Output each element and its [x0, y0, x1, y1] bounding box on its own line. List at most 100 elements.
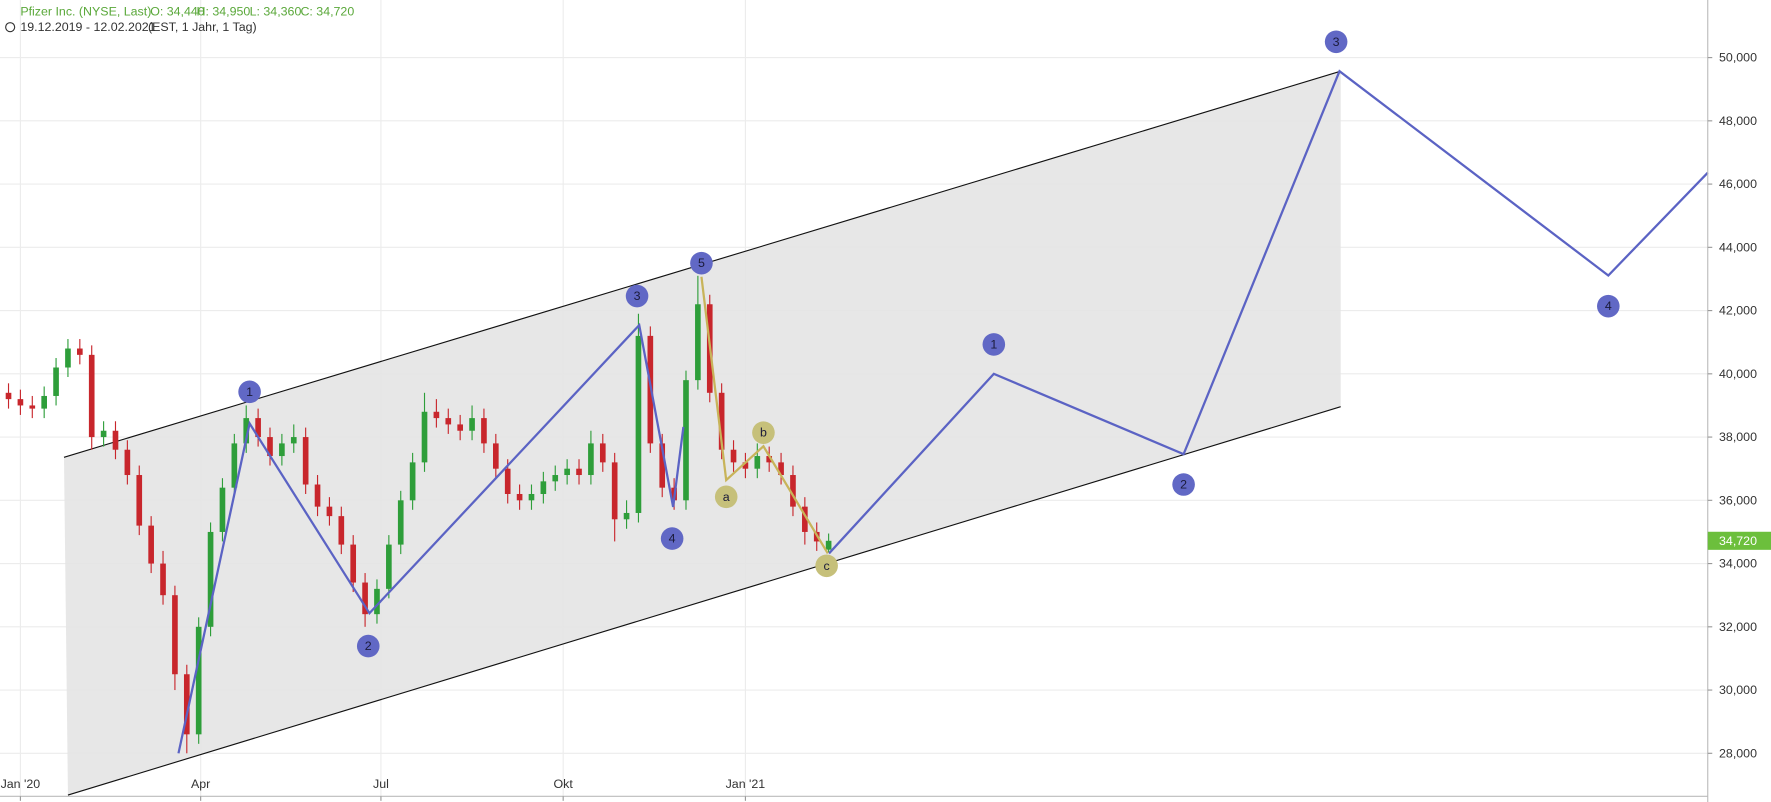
candle-body [730, 449, 737, 463]
wave-label: 1 [246, 385, 253, 399]
candle-body [302, 437, 309, 485]
header-title: Pfizer Inc. (NYSE, Last) [20, 4, 151, 18]
y-tick-label: 30,000 [1719, 683, 1757, 697]
candle-body [742, 462, 749, 469]
header-close: C: 34,720 [300, 4, 354, 18]
candle-body [100, 430, 107, 438]
candle-body [599, 443, 606, 463]
wave-label: b [760, 426, 767, 440]
candle-body [564, 468, 570, 476]
candle-body [243, 418, 250, 444]
clock-icon [5, 22, 16, 33]
x-tick-label: Jul [373, 777, 389, 791]
wave-label: 2 [365, 639, 372, 653]
wave-marker [1597, 294, 1620, 318]
channel-fill [63, 71, 1341, 796]
wave-marker [625, 284, 649, 308]
candle-body [5, 392, 12, 400]
candle-body [207, 531, 214, 627]
candle-body [386, 544, 392, 589]
candle-body [576, 468, 582, 476]
channel-lower [67, 406, 1341, 796]
wave-marker [660, 527, 684, 550]
wave-label: 5 [698, 256, 705, 270]
candle-body [160, 563, 166, 596]
x-tick-label: Jan '20 [1, 777, 41, 791]
y-tick-label: 38,000 [1719, 430, 1757, 444]
candle-body [41, 395, 47, 409]
candle-body [481, 418, 487, 444]
candle-body [778, 462, 784, 476]
candle-body [445, 418, 452, 425]
candle-body [267, 437, 273, 457]
candle-body [409, 462, 416, 501]
candle-body [825, 540, 832, 550]
wave-marker [815, 554, 838, 578]
y-tick-label: 48,000 [1719, 114, 1757, 128]
candle-body [148, 525, 154, 564]
header-open: O: 34,440 [150, 4, 205, 18]
candle-body [802, 506, 808, 532]
candle-body [766, 456, 773, 463]
candle-body [754, 456, 761, 469]
candle-body [611, 462, 618, 520]
candle-body [718, 392, 725, 450]
candle-body [397, 500, 404, 545]
candle-body [77, 348, 83, 355]
y-tick-label: 32,000 [1719, 620, 1757, 634]
wave-marker [356, 634, 380, 658]
candle-body [136, 475, 143, 526]
header: Pfizer Inc. (NYSE, Last) O: 34,440 H: 34… [5, 4, 354, 34]
wave-line [700, 276, 829, 555]
candle-body [588, 443, 594, 476]
candle-body [350, 544, 357, 583]
candle-body [255, 418, 261, 438]
candle-body [433, 411, 440, 419]
y-tick-label: 36,000 [1719, 493, 1757, 507]
wave-marker [752, 421, 775, 444]
candle-body [421, 411, 428, 463]
wave-marker [690, 251, 713, 275]
wave-label: c [824, 559, 830, 573]
wave-label: 3 [1333, 35, 1340, 49]
price-tag-label: 34,720 [1719, 534, 1757, 548]
x-tick-label: Jan '21 [726, 777, 766, 791]
x-tick-label: Okt [554, 777, 574, 791]
candle-body [231, 443, 238, 488]
candle-body [124, 449, 131, 476]
wave-label: 1 [990, 337, 997, 351]
wave-line [177, 322, 685, 754]
y-tick-label: 44,000 [1719, 240, 1757, 254]
wave-marker [1324, 30, 1348, 54]
candle-body [374, 588, 380, 615]
candle-body [659, 443, 666, 488]
wave-marker [982, 333, 1006, 356]
wave-marker [238, 380, 261, 404]
candle-body [623, 512, 630, 520]
candle-body [183, 674, 190, 735]
wave-label: a [723, 490, 730, 504]
y-tick-label: 50,000 [1719, 51, 1757, 65]
wave-label: 4 [1605, 299, 1612, 313]
candle-body [195, 626, 202, 735]
candle-body [683, 380, 689, 501]
candle-body [279, 443, 285, 457]
header-range: 19.12.2019 - 12.02.2021 [20, 20, 155, 34]
candle-body [457, 424, 463, 431]
wave-marker [714, 485, 738, 509]
candle-body [290, 437, 297, 444]
candle-body [528, 493, 535, 501]
y-tick-label: 46,000 [1719, 177, 1757, 191]
candle-body [469, 418, 475, 431]
wave-label: 4 [669, 532, 676, 546]
candle-body [540, 481, 547, 494]
candle-body [790, 475, 796, 507]
candle-body [516, 493, 523, 501]
candle-body [504, 468, 511, 494]
y-tick-label: 42,000 [1719, 304, 1757, 318]
candle-body [53, 367, 59, 396]
wave-label: 3 [634, 289, 641, 303]
candle-body [695, 304, 701, 381]
